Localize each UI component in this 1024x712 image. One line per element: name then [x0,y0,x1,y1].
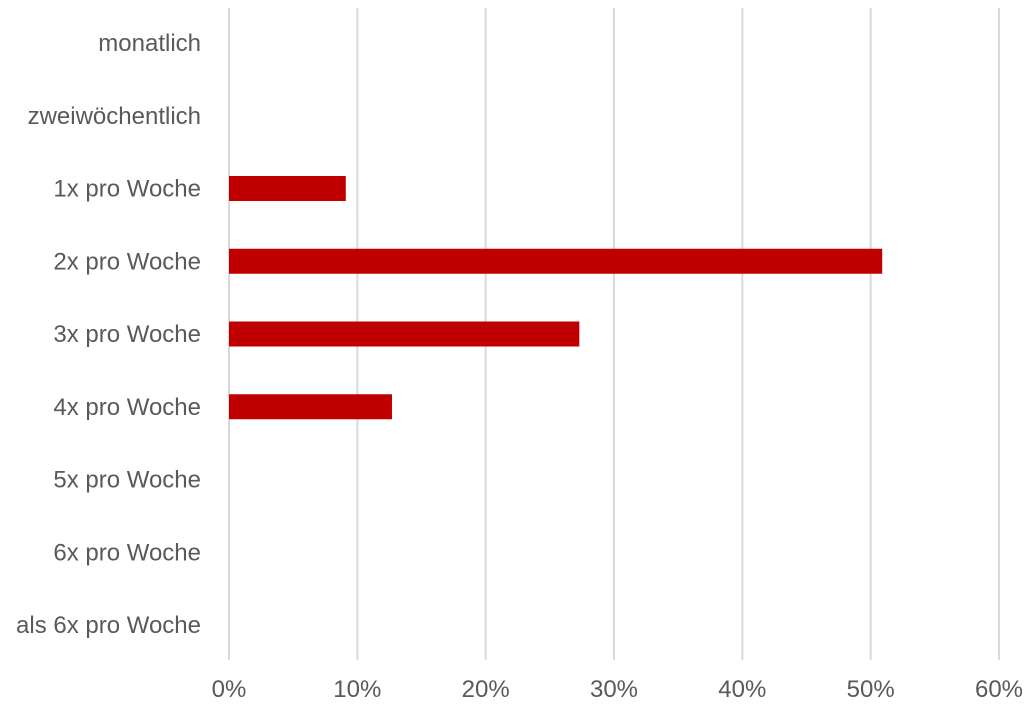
bar [229,176,346,201]
category-label: zweiwöchentlich [28,103,201,130]
category-label: 2x pro Woche [53,248,201,275]
x-tick-label: 50% [847,676,895,703]
x-tick-label: 20% [462,676,510,703]
bar [229,321,580,347]
category-label: 3x pro Woche [53,321,201,348]
x-tick-label: 60% [975,676,1023,703]
x-tick-label: 10% [333,676,381,703]
category-label: 5x pro Woche [53,467,201,494]
x-tick-labels: 0% 10% 20% 30% 40% 50% 60% [212,676,1023,703]
category-labels: monatlich zweiwöchentlich 1x pro Woche 2x p… [16,30,201,639]
x-tick-label: 40% [718,676,766,703]
category-label: monatlich [98,30,201,57]
category-label: 6x pro Woche [53,539,201,566]
x-tick-label: 30% [590,676,638,703]
bar [229,248,883,274]
x-tick-label: 0% [212,676,247,703]
category-label: als 6x pro Woche [16,612,201,639]
category-label: 4x pro Woche [53,394,201,421]
category-label: 1x pro Woche [53,176,201,203]
bar [229,394,392,420]
bars [229,176,883,420]
